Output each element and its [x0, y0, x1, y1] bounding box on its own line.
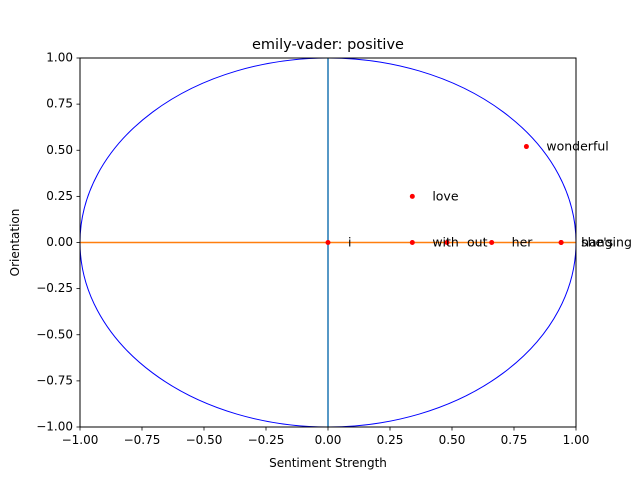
x-tick-label: −0.25 [248, 433, 285, 447]
x-tick-label: 0.00 [315, 433, 342, 447]
data-point [409, 193, 415, 199]
point-label: out [467, 235, 488, 250]
y-tick-label: 0.25 [46, 189, 73, 203]
y-tick-label: 0.50 [46, 143, 73, 157]
data-point [558, 240, 564, 245]
point-label: i [348, 235, 351, 250]
x-tick-label: 1.00 [563, 433, 590, 447]
y-tick-label: 1.00 [46, 51, 73, 65]
y-tick-label: 0.75 [46, 97, 73, 111]
x-tick-label: 0.75 [501, 433, 528, 447]
data-point [489, 240, 495, 245]
x-tick-label: 0.50 [439, 433, 466, 447]
y-tick-label: −1.00 [36, 420, 73, 434]
y-tick-label: −0.25 [36, 281, 73, 295]
data-point [523, 144, 529, 150]
x-axis-label: Sentiment Strength [269, 456, 387, 470]
x-tick-label: −0.75 [124, 433, 161, 447]
point-label: her [512, 235, 534, 250]
y-tick-label: −0.75 [36, 373, 73, 387]
y-tick-label: 0.00 [46, 235, 73, 249]
y-axis-label: Orientation [8, 209, 22, 277]
x-tick-label: 0.25 [377, 433, 404, 447]
point-label: hanging [581, 235, 632, 250]
point-label: with [432, 235, 459, 250]
chart-title: emily-vader: positive [252, 37, 404, 53]
point-label: love [432, 188, 459, 203]
plot-content [80, 58, 576, 427]
x-tick-label: −1.00 [62, 433, 99, 447]
data-point [325, 240, 331, 245]
data-point [444, 240, 450, 245]
data-point [409, 240, 415, 245]
x-axis-ticks: −1.00 −0.75 −0.50 −0.25 0.00 0.25 0.50 0.75 1.00 [62, 427, 590, 447]
point-label: she's [581, 235, 613, 250]
y-tick-label: −0.50 [36, 327, 73, 341]
point-label: wonderful [546, 139, 608, 154]
y-axis-ticks: −1.00 −0.75 −0.50 −0.25 0.00 0.25 0.50 0.75 1.00 [36, 51, 80, 434]
x-tick-label: −0.50 [186, 433, 223, 447]
